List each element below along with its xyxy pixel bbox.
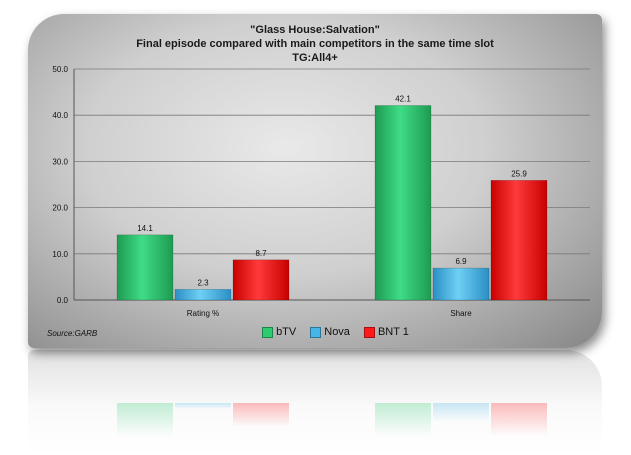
chart-title-line-3: TG:All4+ xyxy=(292,52,338,64)
y-tick-label: 30.0 xyxy=(52,157,68,166)
chart-title-line-2: Final episode compared with main competi… xyxy=(136,38,494,50)
bar-reflection xyxy=(233,403,289,428)
legend-label-bnt1: BNT 1 xyxy=(377,326,409,338)
bar-nova-1 xyxy=(432,267,490,301)
bar-bnt1-0 xyxy=(232,259,290,301)
legend-item-bnt1: BNT 1 xyxy=(363,326,409,338)
bar-reflection xyxy=(375,403,431,436)
data-label: 6.9 xyxy=(455,257,467,266)
chart-title-line-1: "Glass House:Salvation" xyxy=(250,24,380,36)
bar-reflection xyxy=(175,403,231,410)
y-tick-label: 10.0 xyxy=(52,250,68,259)
bar-reflection xyxy=(117,403,173,436)
bar-nova-0 xyxy=(174,289,232,301)
data-label: 25.9 xyxy=(511,169,527,178)
legend-label-btv: bTV xyxy=(276,326,297,338)
legend-label-nova: Nova xyxy=(324,326,350,338)
legend: bTV Nova BNT 1 xyxy=(0,326,631,338)
source-note: Source:GARB xyxy=(47,329,98,338)
data-label: 8.7 xyxy=(255,249,267,258)
bar-reflection xyxy=(433,403,489,423)
legend-swatch-btv xyxy=(262,326,274,338)
chart-reflection xyxy=(28,350,602,455)
bar-bnt1-1 xyxy=(490,180,548,301)
data-label: 2.3 xyxy=(197,278,209,287)
legend-item-btv: bTV xyxy=(262,326,296,338)
legend-swatch-bnt1 xyxy=(363,326,375,338)
legend-swatch-nova xyxy=(310,326,322,338)
y-tick-label: 20.0 xyxy=(52,204,68,213)
x-category-label: Share xyxy=(450,309,472,318)
y-tick-label: 0.0 xyxy=(57,296,69,305)
data-label: 14.1 xyxy=(137,224,153,233)
x-category-label: Rating % xyxy=(187,309,219,318)
data-label: 42.1 xyxy=(395,94,411,103)
bar-btv-0 xyxy=(116,234,174,301)
y-tick-label: 40.0 xyxy=(52,111,68,120)
y-tick-label: 50.0 xyxy=(52,65,68,74)
legend-item-nova: Nova xyxy=(310,326,350,338)
bar-btv-1 xyxy=(374,105,432,301)
bar-reflection xyxy=(491,403,547,436)
